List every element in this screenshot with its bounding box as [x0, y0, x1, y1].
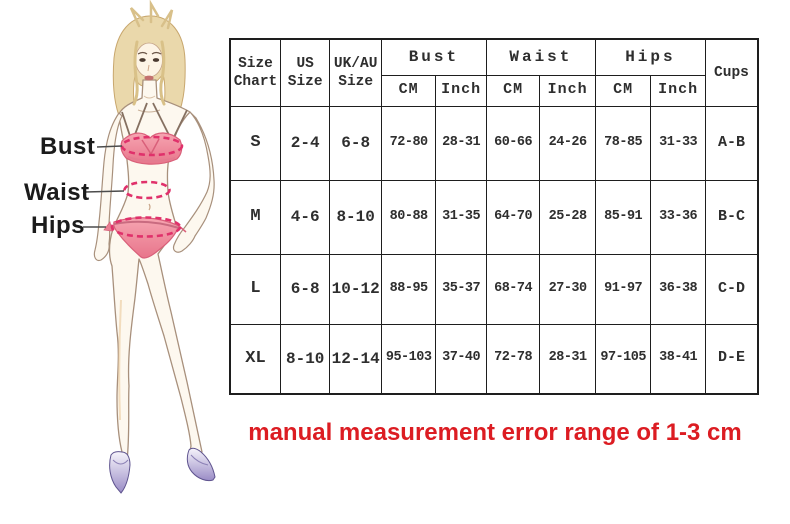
leg-shading [118, 299, 122, 421]
header-size-chart: Size Chart [229, 38, 281, 107]
bust-cm-value: 88-95 [380, 253, 437, 325]
header-cups: Cups [704, 38, 759, 107]
uk-au-size-value: 8-10 [329, 179, 382, 255]
waist-inch-value: 24-26 [539, 105, 596, 181]
size-row-l: L 6-8 10-12 88-95 35-37 68-74 27-30 91-9… [229, 253, 759, 325]
waist-measure-ellipse [123, 180, 171, 200]
bust-label: Bust [40, 133, 96, 160]
model-illustration [83, 0, 216, 494]
header-bust-inch: Inch [435, 74, 487, 107]
uk-au-size-value: 12-14 [329, 323, 382, 395]
hips-cm-value: 78-85 [594, 105, 652, 181]
label-pointer-lines [83, 145, 125, 228]
hips-label: Hips [31, 212, 86, 239]
hips-inch-value: 36-38 [650, 253, 706, 325]
uk-au-size-value: 6-8 [329, 105, 382, 181]
hips-cm-value: 97-105 [594, 323, 652, 395]
waist-inch-value: 25-28 [539, 179, 596, 255]
size-value: XL [229, 323, 281, 395]
us-size-value: 2-4 [279, 105, 331, 181]
size-value: S [229, 105, 281, 181]
bikini-top [120, 102, 188, 165]
header-hips-cm: CM [594, 74, 652, 107]
bust-inch-value: 37-40 [435, 323, 487, 395]
hips-cm-value: 91-97 [594, 253, 652, 325]
header-waist-cm: CM [485, 74, 541, 107]
bust-inch-value: 31-35 [435, 179, 487, 255]
bust-inch-value: 35-37 [435, 253, 487, 325]
waist-cm-value: 60-66 [485, 105, 541, 181]
left-arm [93, 112, 123, 262]
waist-inch-value: 28-31 [539, 323, 596, 395]
header-hips: Hips [594, 38, 706, 76]
bust-inch-value: 28-31 [435, 105, 487, 181]
size-row-xl: XL 8-10 12-14 95-103 37-40 72-78 28-31 9… [229, 323, 759, 395]
waist-inch-value: 27-30 [539, 253, 596, 325]
hips-measure-ellipse [110, 216, 182, 238]
header-bust-cm: CM [380, 74, 437, 107]
right-arm [172, 111, 215, 253]
us-size-value: 6-8 [279, 253, 331, 325]
cups-value: C-D [704, 253, 759, 325]
size-table: Size Chart US Size UK/AU Size Bust Waist… [229, 38, 759, 395]
hips-inch-value: 31-33 [650, 105, 706, 181]
hair-front [132, 40, 166, 106]
bust-cm-value: 72-80 [380, 105, 437, 181]
header-waist: Waist [485, 38, 596, 76]
hips-inch-value: 38-41 [650, 323, 706, 395]
waist-cm-value: 68-74 [485, 253, 541, 325]
shoes [109, 447, 216, 494]
cups-value: D-E [704, 323, 759, 395]
waist-cm-value: 64-70 [485, 179, 541, 255]
cups-value: A-B [704, 105, 759, 181]
header-waist-inch: Inch [539, 74, 596, 107]
waist-label: Waist [24, 179, 90, 206]
navel [148, 203, 151, 211]
size-value: L [229, 253, 281, 325]
waist-cm-value: 72-78 [485, 323, 541, 395]
size-value: M [229, 179, 281, 255]
us-size-value: 4-6 [279, 179, 331, 255]
us-size-value: 8-10 [279, 323, 331, 395]
header-bust: Bust [380, 38, 487, 76]
cups-value: B-C [704, 179, 759, 255]
header-us-size: US Size [279, 38, 331, 107]
bust-cm-value: 95-103 [380, 323, 437, 395]
hips-cm-value: 85-91 [594, 179, 652, 255]
header-uk-au-size: UK/AU Size [329, 38, 382, 107]
bust-cm-value: 80-88 [380, 179, 437, 255]
header-hips-inch: Inch [650, 74, 706, 107]
hips-inch-value: 33-36 [650, 179, 706, 255]
size-row-m: M 4-6 8-10 80-88 31-35 64-70 25-28 85-91… [229, 179, 759, 255]
uk-au-size-value: 10-12 [329, 253, 382, 325]
size-row-s: S 2-4 6-8 72-80 28-31 60-66 24-26 78-85 … [229, 105, 759, 181]
measurement-note: manual measurement error range of 1-3 cm [248, 419, 742, 446]
